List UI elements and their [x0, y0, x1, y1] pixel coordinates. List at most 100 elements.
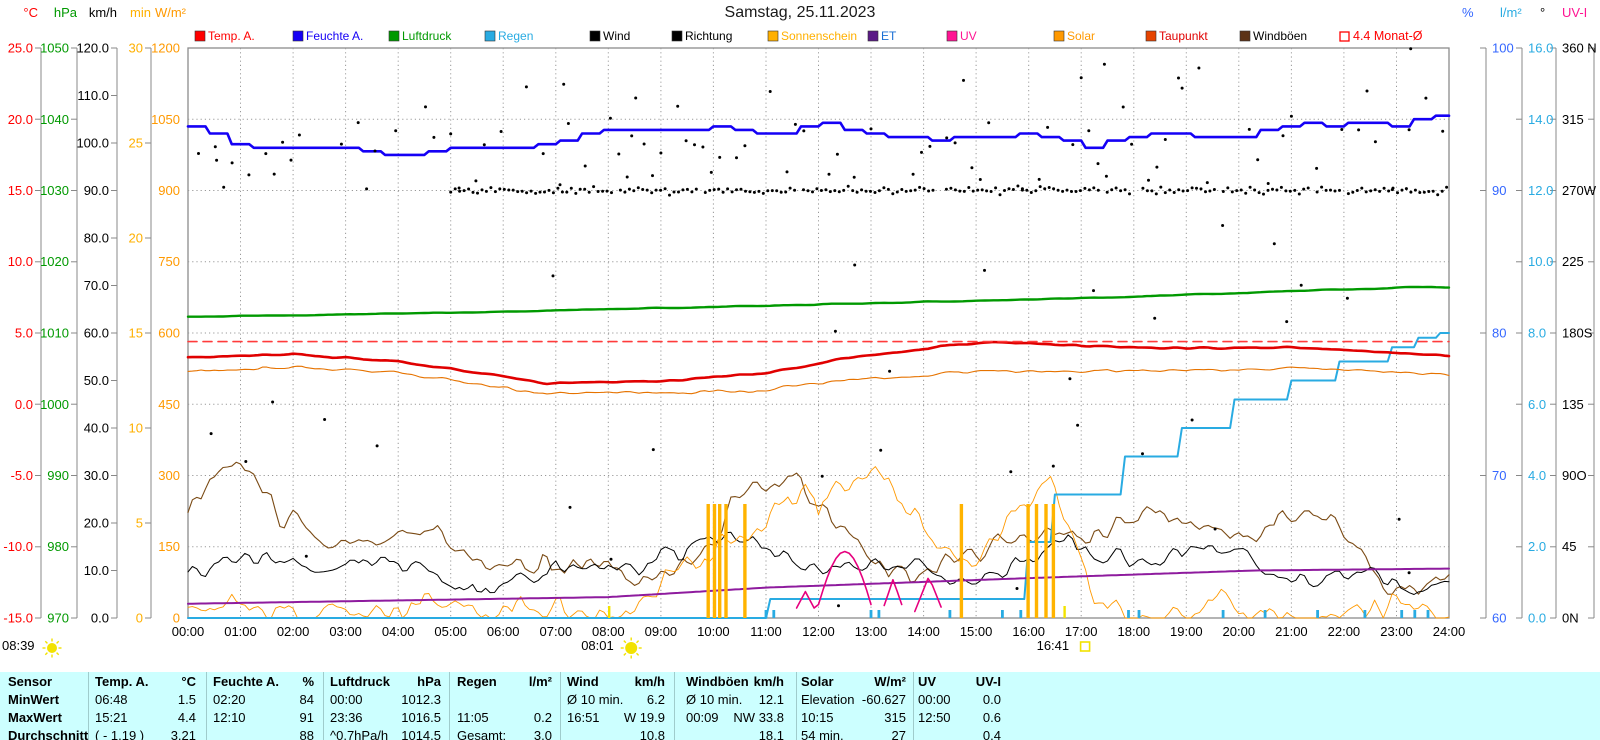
- svg-text:25: 25: [129, 136, 143, 151]
- svg-text:1030: 1030: [40, 183, 69, 198]
- svg-text:315: 315: [1562, 112, 1584, 127]
- svg-text:5.0: 5.0: [15, 326, 33, 341]
- svg-text:08:01: 08:01: [581, 638, 614, 653]
- svg-text:UV-I: UV-I: [1562, 5, 1587, 20]
- svg-text:04:00: 04:00: [382, 624, 415, 639]
- svg-text:100.0: 100.0: [76, 136, 109, 151]
- svg-text:135: 135: [1562, 397, 1584, 412]
- svg-text:UV: UV: [960, 29, 977, 43]
- svg-text:00:00: 00:00: [172, 624, 205, 639]
- svg-text:25.0: 25.0: [8, 41, 33, 56]
- svg-text:990: 990: [47, 468, 69, 483]
- svg-text:600: 600: [158, 326, 180, 341]
- svg-text:03:00: 03:00: [329, 624, 362, 639]
- svg-text:12.0: 12.0: [1528, 183, 1553, 198]
- svg-text:1010: 1010: [40, 326, 69, 341]
- svg-text:15.0: 15.0: [8, 183, 33, 198]
- svg-text:17:00: 17:00: [1065, 624, 1098, 639]
- svg-text:05:00: 05:00: [434, 624, 467, 639]
- svg-text:Temp. A.: Temp. A.: [208, 29, 255, 43]
- svg-text:21:00: 21:00: [1275, 624, 1308, 639]
- svg-text:30.0: 30.0: [84, 468, 109, 483]
- svg-text:16:00: 16:00: [1012, 624, 1045, 639]
- svg-text:4.0: 4.0: [1528, 468, 1546, 483]
- svg-text:120.0: 120.0: [76, 41, 109, 56]
- svg-text:Wind: Wind: [603, 29, 630, 43]
- svg-text:W/m²: W/m²: [155, 5, 187, 20]
- svg-text:20: 20: [129, 231, 143, 246]
- svg-text:l/m²: l/m²: [1500, 5, 1522, 20]
- svg-text:70.0: 70.0: [84, 278, 109, 293]
- svg-text:270W: 270W: [1562, 183, 1597, 198]
- svg-text:10.0: 10.0: [84, 563, 109, 578]
- svg-text:100: 100: [1492, 41, 1514, 56]
- svg-text:km/h: km/h: [89, 5, 117, 20]
- svg-text:1200: 1200: [151, 41, 180, 56]
- svg-text:11:00: 11:00: [750, 624, 782, 639]
- svg-text:16.0: 16.0: [1528, 41, 1553, 56]
- svg-text:15: 15: [129, 326, 143, 341]
- svg-text:0N: 0N: [1562, 611, 1579, 626]
- svg-text:70: 70: [1492, 468, 1506, 483]
- svg-text:90O: 90O: [1562, 468, 1587, 483]
- svg-text:180S: 180S: [1562, 326, 1593, 341]
- svg-text:08:39: 08:39: [2, 638, 35, 653]
- svg-text:0.0: 0.0: [1528, 611, 1546, 626]
- svg-text:-10.0: -10.0: [3, 539, 33, 554]
- svg-text:980: 980: [47, 539, 69, 554]
- svg-text:1050: 1050: [151, 112, 180, 127]
- svg-text:0.0: 0.0: [15, 397, 33, 412]
- svg-text:10:00: 10:00: [697, 624, 730, 639]
- svg-text:15:00: 15:00: [960, 624, 993, 639]
- svg-text:1020: 1020: [40, 254, 69, 269]
- svg-text:10: 10: [129, 421, 143, 436]
- svg-text:14:00: 14:00: [907, 624, 940, 639]
- svg-text:1000: 1000: [40, 397, 69, 412]
- svg-text:20:00: 20:00: [1223, 624, 1256, 639]
- svg-text:02:00: 02:00: [277, 624, 310, 639]
- svg-text:22:00: 22:00: [1328, 624, 1361, 639]
- svg-text:20.0: 20.0: [8, 112, 33, 127]
- svg-text:360 N: 360 N: [1562, 41, 1597, 56]
- svg-text:8.0: 8.0: [1528, 326, 1546, 341]
- svg-text:19:00: 19:00: [1170, 624, 1203, 639]
- svg-text:09:00: 09:00: [645, 624, 678, 639]
- svg-text:750: 750: [158, 254, 180, 269]
- svg-text:1050: 1050: [40, 41, 69, 56]
- svg-text:60.0: 60.0: [84, 326, 109, 341]
- svg-text:Taupunkt: Taupunkt: [1159, 29, 1208, 43]
- svg-text:01:00: 01:00: [224, 624, 257, 639]
- svg-text:50.0: 50.0: [84, 373, 109, 388]
- svg-text:110.0: 110.0: [77, 88, 109, 103]
- svg-text:°: °: [1540, 5, 1545, 20]
- svg-text:900: 900: [158, 183, 180, 198]
- svg-text:300: 300: [158, 468, 180, 483]
- svg-text:970: 970: [47, 611, 69, 626]
- svg-text:6.0: 6.0: [1528, 397, 1546, 412]
- svg-text:0.0: 0.0: [91, 611, 109, 626]
- svg-text:Sonnenschein: Sonnenschein: [781, 29, 857, 43]
- svg-text:-5.0: -5.0: [11, 468, 33, 483]
- svg-text:20.0: 20.0: [84, 516, 109, 531]
- svg-text:08:00: 08:00: [592, 624, 625, 639]
- svg-text:23:00: 23:00: [1380, 624, 1413, 639]
- svg-text:Luftdruck: Luftdruck: [402, 29, 452, 43]
- svg-text:18:00: 18:00: [1118, 624, 1151, 639]
- svg-text:2.0: 2.0: [1528, 539, 1546, 554]
- svg-text:45: 45: [1562, 539, 1576, 554]
- svg-text:Richtung: Richtung: [685, 29, 732, 43]
- svg-text:1040: 1040: [40, 112, 69, 127]
- svg-text:06:00: 06:00: [487, 624, 520, 639]
- svg-text:0: 0: [136, 611, 143, 626]
- svg-text:min: min: [130, 5, 151, 20]
- svg-text:450: 450: [158, 397, 180, 412]
- svg-text:°C: °C: [23, 5, 38, 20]
- svg-text:14.0: 14.0: [1528, 112, 1553, 127]
- svg-text:60: 60: [1492, 611, 1506, 626]
- svg-text:24:00: 24:00: [1433, 624, 1466, 639]
- svg-text:Solar: Solar: [1067, 29, 1095, 43]
- svg-text:-15.0: -15.0: [3, 611, 33, 626]
- svg-text:4.4 Monat-Ø: 4.4 Monat-Ø: [1353, 29, 1423, 43]
- svg-text:30: 30: [129, 41, 143, 56]
- svg-text:80: 80: [1492, 326, 1506, 341]
